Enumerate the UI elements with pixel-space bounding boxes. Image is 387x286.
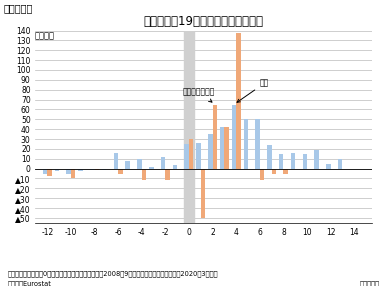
Bar xyxy=(272,168,276,174)
Bar xyxy=(232,104,236,168)
Text: 世界金融危機時: 世界金融危機時 xyxy=(183,88,216,102)
Bar xyxy=(94,168,99,170)
Bar xyxy=(43,168,47,174)
Bar xyxy=(78,168,83,170)
Text: （経過月）: （経過月） xyxy=(359,281,379,286)
Bar xyxy=(196,143,201,168)
Bar xyxy=(90,168,94,170)
Bar xyxy=(212,104,217,168)
Bar xyxy=(185,144,189,168)
Bar xyxy=(267,145,272,168)
Bar xyxy=(102,168,106,170)
Bar xyxy=(303,154,307,168)
Text: （万人）: （万人） xyxy=(35,31,55,40)
Bar xyxy=(291,153,295,168)
Bar xyxy=(67,168,71,174)
Bar xyxy=(326,164,330,168)
Bar xyxy=(71,168,75,178)
Bar xyxy=(208,134,212,168)
Bar xyxy=(224,127,229,168)
Bar xyxy=(236,33,241,168)
Text: （図表３）: （図表３） xyxy=(4,3,33,13)
Bar xyxy=(243,119,248,168)
Bar xyxy=(47,168,52,176)
Bar xyxy=(338,159,342,168)
Bar xyxy=(255,119,260,168)
Bar xyxy=(201,168,205,218)
Bar xyxy=(283,168,288,174)
Bar xyxy=(114,153,118,168)
Bar xyxy=(220,127,224,168)
Bar xyxy=(165,168,170,180)
Text: 今回: 今回 xyxy=(237,79,269,102)
Bar xyxy=(55,168,59,170)
Bar xyxy=(260,168,264,180)
Bar xyxy=(184,31,194,223)
Bar xyxy=(173,165,177,168)
Bar xyxy=(149,167,154,168)
Bar xyxy=(137,159,142,168)
Bar xyxy=(118,168,123,174)
Bar xyxy=(189,139,194,168)
Title: ユーロ圏（19か国）の失業者数変化: ユーロ圏（19か国）の失業者数変化 xyxy=(144,15,264,28)
Text: （注）季節調整値。0は「リーマンブラザーズ破綻（2008年9月）」、「コロナショック（2020年3月）」: （注）季節調整値。0は「リーマンブラザーズ破綻（2008年9月）」、「コロナショ… xyxy=(8,270,218,277)
Bar xyxy=(161,157,165,168)
Text: （資料）Eurostat: （資料）Eurostat xyxy=(8,281,51,286)
Bar xyxy=(125,161,130,168)
Bar xyxy=(314,150,319,168)
Bar xyxy=(279,154,283,168)
Bar xyxy=(142,168,146,180)
